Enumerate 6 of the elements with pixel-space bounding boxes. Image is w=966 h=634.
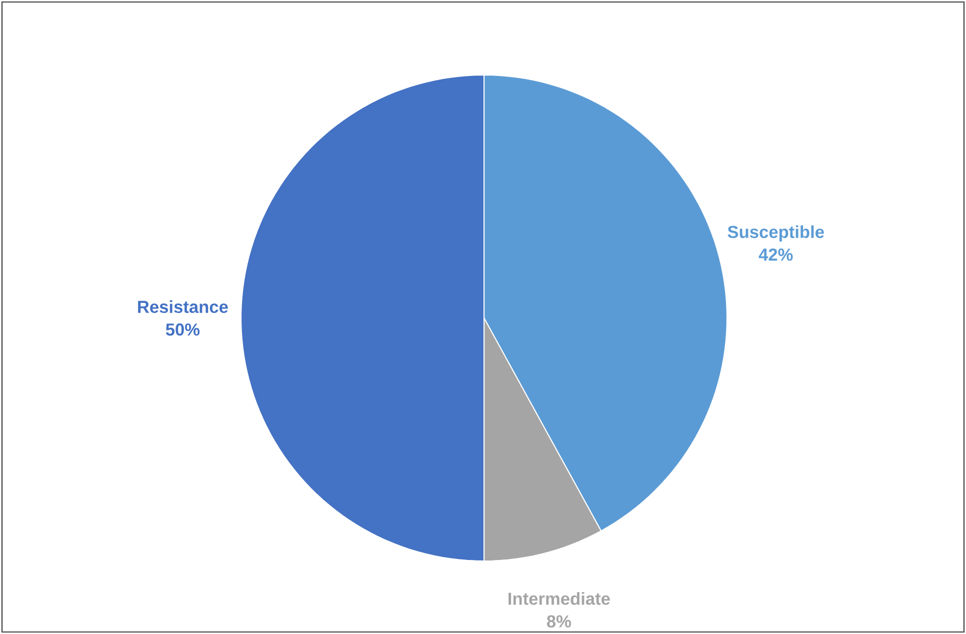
slice-label: Resistance <box>138 300 228 314</box>
data-label: 8% <box>546 615 572 628</box>
data-label: 50% <box>166 323 200 336</box>
slice-label: Susceptible <box>728 225 824 242</box>
slice-label: Intermediate <box>508 592 610 605</box>
data-label: 42% <box>758 248 793 261</box>
